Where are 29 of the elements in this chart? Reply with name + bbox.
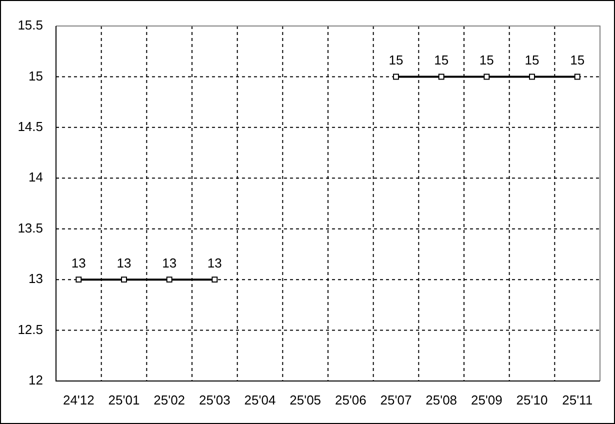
data-label: 13	[71, 256, 86, 271]
data-label: 15	[524, 52, 540, 68]
data-label: 13	[207, 256, 222, 271]
data-label: 13	[116, 256, 132, 271]
x-tick-label: 25'08	[426, 392, 458, 408]
data-label: 15	[388, 52, 404, 68]
data-label: 15	[570, 52, 585, 68]
y-tick-label: 15	[28, 68, 43, 84]
y-tick-label: 14	[28, 170, 43, 185]
x-tick-label: 25'04	[244, 392, 276, 408]
y-tick-label: 13	[28, 271, 43, 286]
x-tick-label: 25'10	[516, 392, 548, 408]
x-tick-label: 25'02	[154, 392, 186, 408]
data-label: 15	[434, 52, 449, 68]
x-tick-label: 25'11	[562, 392, 593, 408]
x-tick-label: 25'01	[108, 392, 140, 408]
y-tick-label: 12	[28, 372, 43, 388]
x-tick-label: 25'06	[334, 392, 366, 408]
x-tick-label: 24'12	[62, 392, 94, 408]
y-tick-label: 15.5	[18, 18, 43, 33]
y-tick-label: 12.5	[18, 322, 43, 337]
x-tick-label: 25'09	[470, 392, 502, 408]
x-tick-label: 25'05	[290, 392, 322, 408]
x-tick-label: 25'07	[380, 392, 412, 408]
data-label: 15	[479, 52, 494, 68]
y-tick-label: 13.5	[18, 220, 43, 236]
y-tick-label: 14.5	[18, 119, 43, 134]
data-label: 13	[162, 256, 177, 271]
x-tick-label: 25'03	[198, 392, 230, 408]
